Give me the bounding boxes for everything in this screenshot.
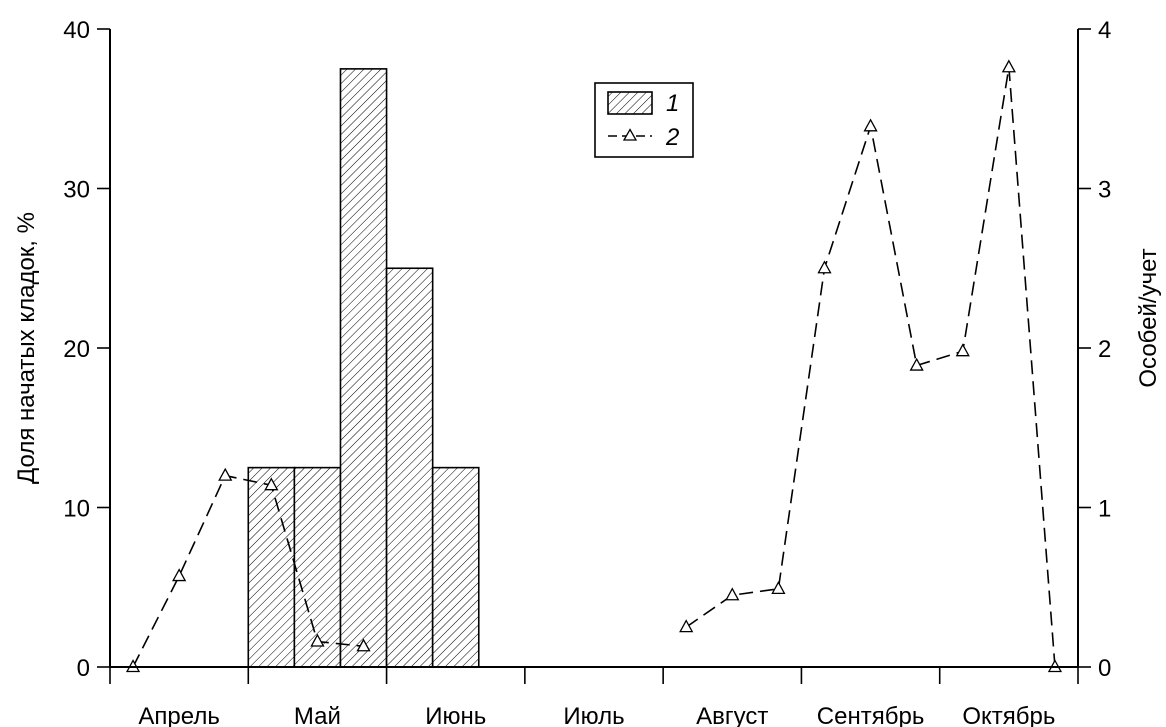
series-line — [685, 67, 1056, 668]
x-month-label: Сентябрь — [817, 703, 925, 727]
labels-layer: 0 10 20 30 40 0 1 2 3 4 Апрель Май Июнь Июль Август Сен… — [63, 17, 1111, 727]
data-point-marker — [310, 633, 325, 647]
legend: 1 2 — [594, 82, 694, 158]
legend-triangle-marker — [622, 128, 638, 141]
right-axis-title: Особей/учет — [1135, 248, 1162, 387]
x-month-label: Июль — [563, 703, 624, 727]
data-point-marker — [955, 343, 970, 357]
bar — [385, 267, 434, 668]
data-point-marker — [909, 357, 924, 371]
right-y-tick-label: 1 — [1098, 496, 1111, 523]
axes-layer — [97, 28, 1091, 684]
x-month-label: Октябрь — [962, 703, 1055, 727]
data-point-marker — [172, 568, 187, 582]
left-y-tick-label: 0 — [77, 655, 90, 682]
x-month-label: Июнь — [425, 703, 486, 727]
bar — [431, 466, 480, 668]
right-y-tick-label: 4 — [1098, 17, 1111, 44]
data-point-marker — [817, 260, 832, 274]
bar — [247, 466, 296, 668]
left-y-tick-label: 40 — [63, 17, 90, 44]
x-month-label: Май — [294, 703, 341, 727]
right-y-tick-label: 0 — [1098, 655, 1111, 682]
line-series-layer — [125, 59, 1063, 673]
bars-layer — [247, 68, 480, 668]
legend-label-bars: 1 — [666, 90, 679, 117]
data-point-marker — [679, 619, 694, 633]
left-y-tick-label: 20 — [63, 336, 90, 363]
left-y-tick-label: 30 — [63, 177, 90, 204]
x-month-label: Апрель — [138, 703, 219, 727]
data-point-marker — [218, 467, 233, 481]
data-point-marker — [356, 638, 371, 652]
legend-label-line: 2 — [665, 124, 679, 151]
right-y-tick-label: 2 — [1098, 336, 1111, 363]
x-month-label: Август — [696, 703, 768, 727]
series-line — [132, 474, 364, 668]
data-point-marker — [1001, 59, 1016, 73]
data-point-marker — [725, 587, 740, 601]
left-axis-title: Доля начатых кладок, % — [13, 212, 40, 484]
data-point-marker — [264, 477, 279, 491]
left-y-tick-label: 10 — [63, 496, 90, 523]
right-y-tick-label: 3 — [1098, 177, 1111, 204]
data-point-marker — [771, 580, 786, 594]
legend-bar-swatch — [607, 91, 653, 115]
data-point-marker — [863, 118, 878, 132]
bar — [339, 68, 388, 668]
